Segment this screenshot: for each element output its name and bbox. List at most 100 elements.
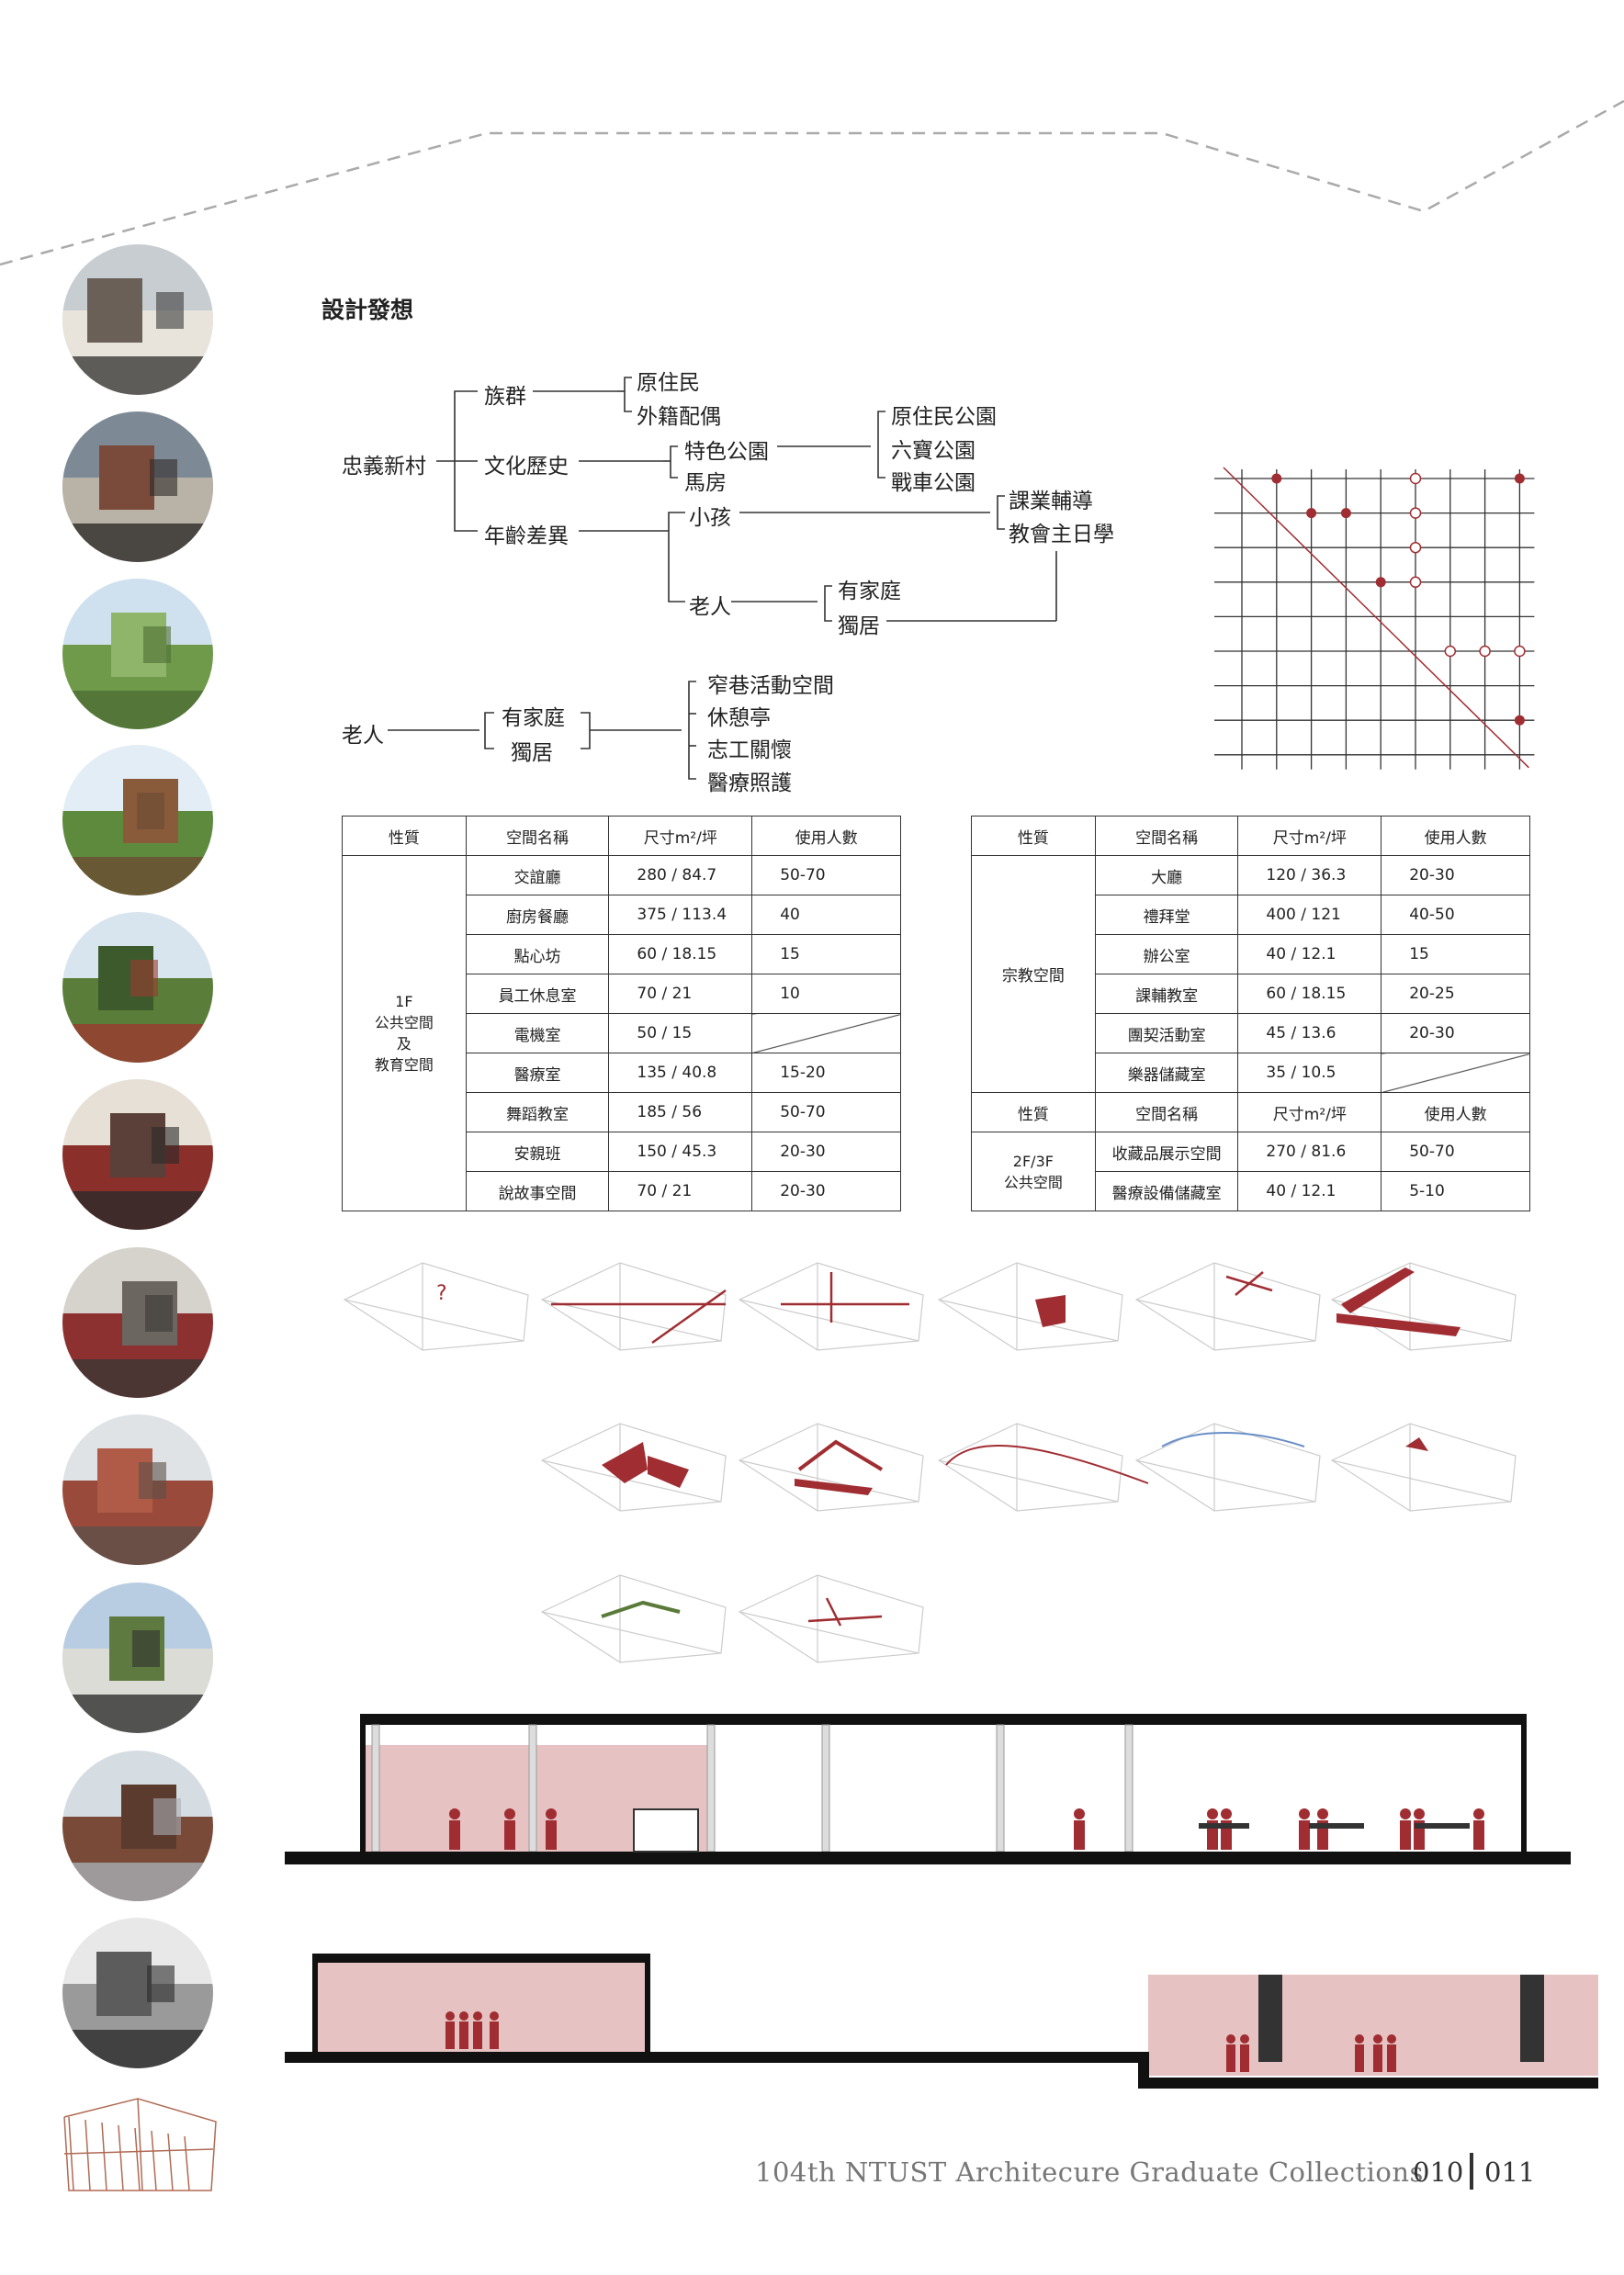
column [996, 1724, 1005, 1853]
green-line [601, 1600, 681, 1618]
site-outline [738, 1262, 924, 1351]
person-figure [1074, 1820, 1085, 1850]
person-figure [449, 1808, 460, 1819]
person-figure [1299, 1808, 1310, 1819]
group-label-line: 及 [396, 1035, 412, 1053]
space-users: 15 [751, 934, 901, 974]
volume-mass [648, 1456, 689, 1488]
leaf: 小孩 [689, 506, 731, 530]
space-users: 20-30 [1381, 855, 1530, 895]
space-name: 廚房餐廳 [465, 895, 610, 935]
ground-line [285, 1852, 1571, 1864]
bamboo-plant [1520, 1975, 1544, 2062]
branch-culture: 文化歷史 [484, 455, 569, 479]
weak-relation-dot [1409, 507, 1422, 519]
tree-root: 忠義新村 [342, 455, 426, 479]
column [821, 1724, 830, 1853]
wall [645, 1954, 650, 2053]
person-figure [1299, 1820, 1310, 1850]
site-photo-strip [62, 244, 217, 2191]
ground-line [285, 2052, 1598, 2089]
site-outline [343, 1262, 529, 1351]
space-size: 185 / 56 [608, 1092, 753, 1132]
person-figure [546, 1808, 557, 1819]
group-cell: 2F/3F 公共空間 [971, 1132, 1096, 1211]
question-mark: ? [436, 1282, 447, 1305]
strong-relation-dot [1514, 715, 1525, 726]
leaf: 有家庭 [838, 580, 901, 603]
leaf: 獨居 [511, 741, 553, 765]
page-number-right: 011 [1484, 2157, 1536, 2188]
strong-relation-dot [1375, 577, 1386, 588]
space-name: 醫療室 [465, 1053, 610, 1093]
space-users [1381, 1053, 1530, 1093]
person-figure [1221, 1808, 1232, 1819]
leaf: 有家庭 [502, 706, 565, 730]
space-size: 70 / 21 [608, 1171, 753, 1211]
site-photo [62, 1414, 213, 1565]
space-name: 收藏品展示空間 [1094, 1132, 1239, 1172]
space-users: 5-10 [1381, 1171, 1530, 1211]
flow-path [945, 1445, 1149, 1484]
site-photo [62, 411, 213, 562]
person-figure [1226, 2034, 1235, 2044]
site-outline [937, 1262, 1123, 1351]
header-size: 尺寸m²/坪 [608, 816, 753, 856]
matrix-diagonal [1223, 467, 1529, 769]
dancer-figure [473, 2022, 482, 2049]
space-name: 說故事空間 [465, 1171, 610, 1211]
person-figure [1373, 2044, 1382, 2072]
person-figure [449, 1820, 460, 1850]
space-size: 40 / 12.1 [1237, 934, 1382, 974]
weak-relation-dot [1514, 645, 1526, 658]
space-size: 40 / 12.1 [1237, 1171, 1382, 1211]
header-size: 尺寸m²/坪 [1237, 816, 1382, 856]
column [706, 1724, 716, 1853]
space-size: 280 / 84.7 [608, 855, 753, 895]
site-photo [62, 1918, 213, 2068]
space-name: 樂器儲藏室 [1094, 1053, 1239, 1093]
wood-frame-model [63, 2098, 217, 2191]
small-mass [1405, 1437, 1428, 1451]
space-users: 50-70 [751, 855, 901, 895]
person-figure [1400, 1808, 1411, 1819]
roof-line [797, 1439, 884, 1471]
axis-line [1235, 1271, 1264, 1296]
page-divider [1470, 2153, 1473, 2190]
person-figure [1387, 2044, 1396, 2072]
space-name: 醫療設備儲藏室 [1094, 1171, 1239, 1211]
space-name: 團契活動室 [1094, 1013, 1239, 1053]
strong-relation-dot [1306, 508, 1317, 519]
roof-slab [312, 1954, 650, 1963]
space-users: 20-30 [1381, 1013, 1530, 1053]
leaf: 獨居 [838, 614, 880, 638]
site-photo [62, 1582, 213, 1733]
site-outline [738, 1423, 924, 1512]
site-outline [1330, 1423, 1517, 1512]
wall-mass [1341, 1267, 1415, 1313]
space-name: 交誼廳 [465, 855, 610, 895]
concept-axonometric-diagrams: ? [343, 1262, 1517, 1663]
dining-table [1199, 1823, 1249, 1829]
leaf: 外籍配偶 [637, 405, 721, 429]
header-users: 使用人數 [1381, 816, 1530, 856]
site-outline [540, 1262, 727, 1351]
program-table-1f: 性質 空間名稱 尺寸m²/坪 使用人數 1F 公共空間及教育空間 交誼廳 280 / … [342, 816, 901, 1211]
header-cell: 尺寸m²/坪 [1237, 1092, 1382, 1132]
space-users [751, 1013, 901, 1053]
footer-title: 104th NTUST Architecure Graduate Collect… [755, 2157, 1424, 2188]
space-size: 375 / 113.4 [608, 895, 753, 935]
person-figure [1473, 1808, 1484, 1819]
group-cell: 宗教空間 [971, 855, 1096, 1093]
dining-table [1415, 1823, 1470, 1829]
person-figure [1240, 2034, 1249, 2044]
space-size: 270 / 81.6 [1237, 1132, 1382, 1172]
weak-relation-dot [1409, 472, 1422, 485]
site-outline [1330, 1262, 1517, 1351]
group-label-line: 公共空間 [1003, 1173, 1063, 1191]
site-outline [1134, 1262, 1321, 1351]
branch-age: 年齡差異 [484, 524, 569, 548]
person-figure [1317, 1808, 1328, 1819]
space-size: 120 / 36.3 [1237, 855, 1382, 895]
